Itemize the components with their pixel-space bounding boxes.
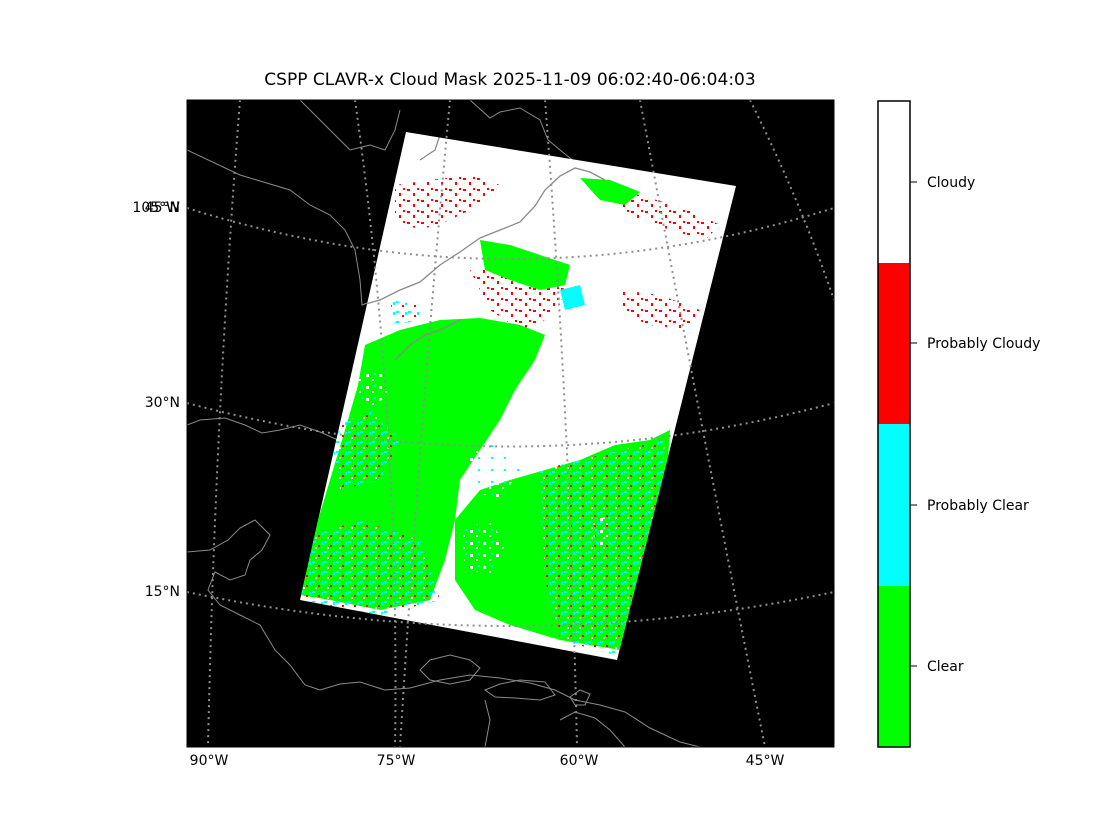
lon-label-90w: 90°W [190, 753, 229, 769]
colorbar-swatch-cloudy [878, 101, 910, 263]
lon-label-105w: 105°W [132, 200, 180, 216]
colorbar-label-clear: Clear [927, 659, 964, 675]
colorbar-frame [877, 100, 911, 748]
colorbar-swatch-probably-cloudy [878, 263, 910, 424]
lon-label-45w: 45°W [746, 753, 785, 769]
lon-label-75w: 75°W [377, 753, 416, 769]
colorbar-label-cloudy: Cloudy [927, 175, 975, 191]
lon-label-60w: 60°W [560, 753, 599, 769]
colorbar-label-probably-clear: Probably Clear [927, 498, 1029, 514]
colorbar-label-probably-cloudy: Probably Cloudy [927, 336, 1040, 352]
lat-label-30n: 30°N [145, 395, 180, 411]
lat-label-45n: 45°N [145, 200, 180, 216]
lat-label-15n: 15°N [145, 584, 180, 600]
plot-title: CSPP CLAVR-x Cloud Mask 2025-11-09 06:02… [264, 70, 756, 90]
cloud-mask-swath [300, 132, 736, 660]
colorbar-swatch-probably-clear [878, 424, 910, 586]
colorbar-swatch-clear [878, 586, 910, 747]
map-layers [187, 100, 834, 747]
map-frame [186, 99, 835, 748]
graticule [187, 100, 834, 747]
colorbar: Cloudy Probably Cloudy Probably Clear Cl… [877, 100, 1040, 748]
